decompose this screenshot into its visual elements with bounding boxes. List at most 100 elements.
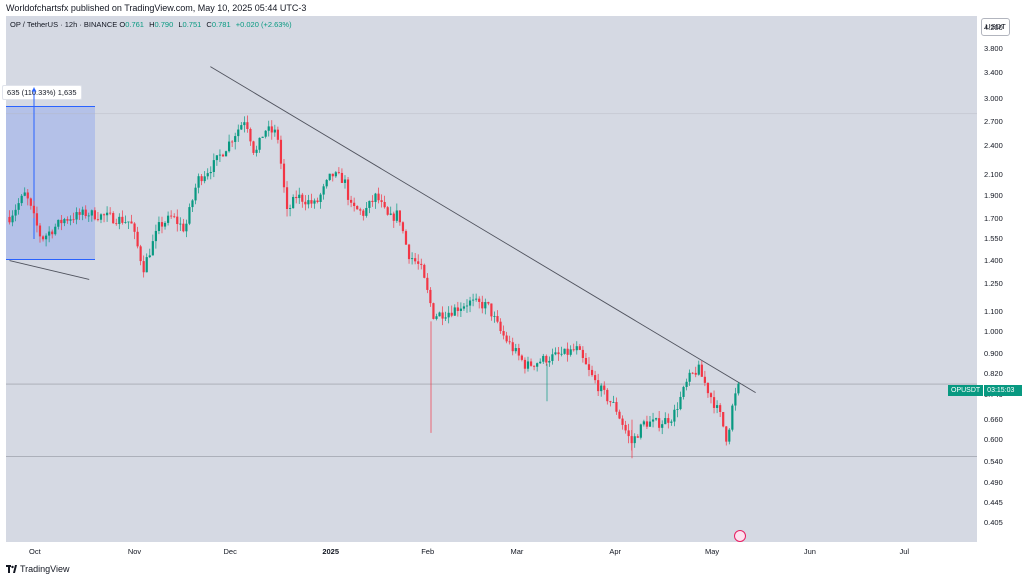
- candle-body: [429, 289, 432, 304]
- candle-body: [87, 215, 90, 217]
- candle-body: [737, 383, 740, 394]
- candle-body: [112, 213, 115, 224]
- candle-body: [423, 264, 426, 278]
- candle-body: [478, 298, 481, 302]
- candle-body: [447, 312, 450, 318]
- candle-body: [651, 419, 655, 422]
- time-tick-label: Nov: [127, 547, 142, 556]
- candle-body: [157, 222, 161, 231]
- candle-body: [316, 200, 319, 202]
- candle-body: [301, 194, 304, 202]
- candle-body: [310, 200, 313, 204]
- candle-body: [456, 307, 459, 311]
- candle-body: [188, 207, 191, 224]
- candle-body: [69, 219, 72, 221]
- candle-body: [142, 261, 145, 273]
- candle-body: [362, 210, 365, 216]
- candle-body: [224, 151, 228, 157]
- candle-body: [438, 312, 441, 317]
- candle-body: [96, 219, 100, 221]
- price-tick-label: 3.800: [984, 44, 1003, 54]
- candle-body: [319, 194, 322, 202]
- candle-body: [475, 298, 478, 300]
- candle-body: [493, 316, 496, 317]
- price-tick-label: 0.445: [984, 498, 1003, 508]
- footer: TradingView: [6, 564, 70, 574]
- current-symbol: OPUSDT: [948, 385, 984, 396]
- candle-body: [670, 421, 673, 423]
- price-tick-label: 1.700: [984, 214, 1003, 224]
- candle-body: [514, 348, 517, 352]
- candle-body: [468, 300, 472, 306]
- high-label: H: [149, 20, 155, 29]
- candle-body: [609, 401, 612, 403]
- high-value: 0.790: [154, 20, 174, 29]
- low-label: L: [178, 20, 183, 29]
- candle-body: [441, 312, 444, 319]
- bar-countdown: 03:15:03: [983, 385, 1018, 396]
- candle-body: [304, 201, 307, 205]
- candle-body: [227, 141, 231, 152]
- price-range-measure[interactable]: [6, 106, 95, 260]
- candle-body: [41, 236, 45, 240]
- candle-body: [276, 129, 279, 140]
- candle-body: [645, 421, 649, 427]
- price-axis[interactable]: [977, 16, 1024, 542]
- candle-body: [569, 349, 572, 355]
- price-tick-label: 0.900: [984, 349, 1003, 358]
- candle-body: [450, 312, 453, 316]
- event-icon[interactable]: [734, 530, 746, 542]
- candle-body: [66, 219, 69, 221]
- time-tick-label: Jun: [803, 547, 816, 556]
- candle-body: [136, 231, 139, 247]
- candle-body: [575, 346, 578, 351]
- candle-body: [401, 222, 405, 232]
- candle-body: [99, 214, 103, 220]
- time-axis[interactable]: [6, 542, 977, 562]
- candle-body: [145, 257, 148, 273]
- candle-body: [240, 125, 243, 130]
- candle-body: [389, 213, 392, 215]
- candle-body: [337, 172, 340, 174]
- candle-body: [380, 200, 383, 203]
- candle-body: [703, 376, 706, 383]
- candle-body: [51, 231, 54, 235]
- candle-body: [261, 136, 264, 138]
- candle-body: [78, 212, 81, 215]
- candle-body: [285, 187, 289, 210]
- candle-body: [426, 277, 429, 290]
- candle-body: [11, 215, 14, 223]
- candle-body: [563, 348, 566, 354]
- candle-body: [231, 141, 234, 143]
- tradingview-logo-icon: [6, 565, 17, 573]
- candle-body: [203, 176, 206, 182]
- candle-body: [414, 258, 417, 262]
- candle-body: [615, 402, 618, 412]
- candle-body: [371, 200, 374, 202]
- candle-body: [14, 209, 17, 216]
- candle-body: [279, 139, 283, 164]
- candle-body: [368, 200, 371, 208]
- candle-body: [282, 163, 286, 188]
- candle-body: [346, 179, 350, 200]
- candle-body: [587, 364, 591, 370]
- candle-body: [127, 221, 130, 223]
- price-tick-label: 1.550: [984, 233, 1003, 243]
- time-tick-label: May: [705, 547, 720, 556]
- chart-pane[interactable]: [6, 16, 977, 542]
- candle-body: [688, 372, 691, 382]
- candle-body: [517, 348, 520, 356]
- currency-button[interactable]: USDT: [981, 18, 1010, 36]
- candle-body: [548, 360, 551, 363]
- candle-body: [536, 363, 539, 367]
- candle-body: [176, 216, 179, 225]
- candle-body: [545, 355, 548, 363]
- candle-body: [57, 219, 60, 227]
- candle-body: [572, 349, 575, 351]
- candle-body: [35, 213, 39, 226]
- candle-body: [353, 202, 356, 207]
- candle-body: [48, 231, 51, 236]
- candle-body: [706, 382, 710, 394]
- candle-body: [410, 258, 414, 260]
